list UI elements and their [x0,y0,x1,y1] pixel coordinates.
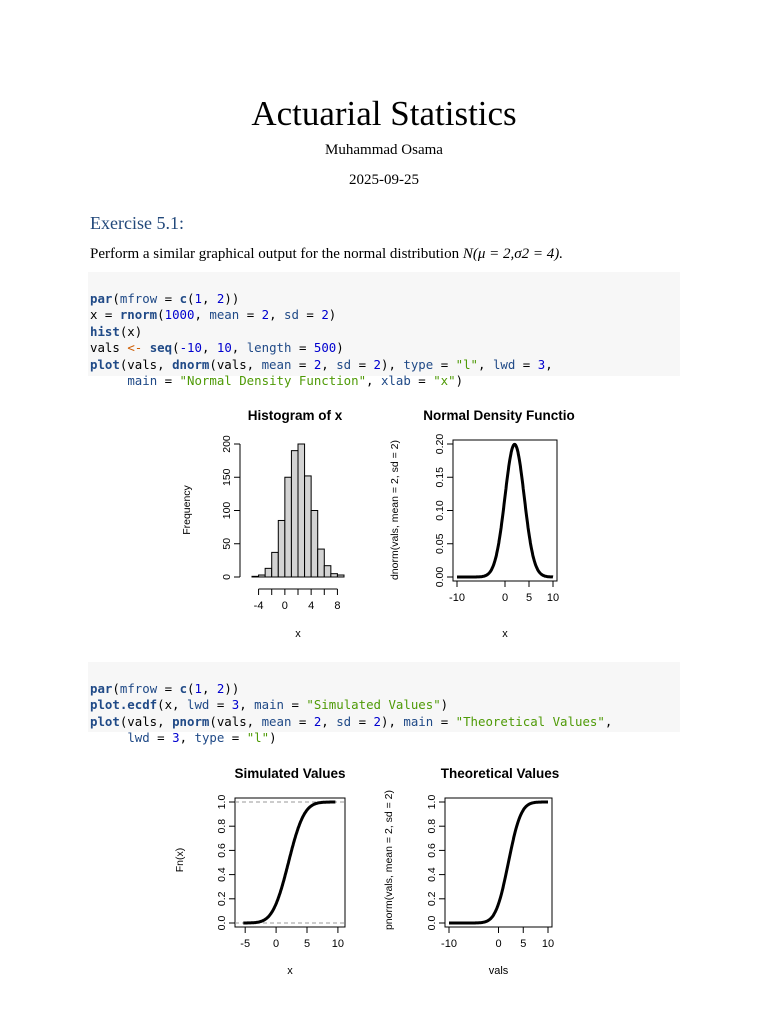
y-tick-label: 0.05 [434,533,446,554]
code-line: par(mfrow = c(1, 2)) [90,290,240,306]
y-tick-label: 50 [221,538,233,550]
x-tick-label: 0 [502,592,508,604]
x-tick-label: -10 [441,938,457,950]
x-tick-label: 4 [308,600,314,612]
x-tick-label: 8 [334,600,340,612]
y-axis-label: pnorm(vals, mean = 2, sd = 2) [383,790,395,930]
x-axis-label: x [295,628,301,640]
y-tick-label: 0.6 [216,843,228,858]
histogram-bar [284,476,292,578]
x-tick-label: -5 [240,938,250,950]
y-tick-label: 0.8 [216,819,228,834]
code-block-2: par(mfrow = c(1, 2)) plot.ecdf(x, lwd = 3… [88,662,680,745]
chart-title: Theoretical Values [441,766,560,781]
histogram-chart: Histogram of x x Frequency -4 0 4 8 0 50 100 150 20… [181,408,345,640]
histogram-bar [304,475,312,578]
series-line [448,800,549,925]
code-line: plot.ecdf(x, lwd = 3, main = "Simulated … [90,697,449,712]
x-tick-label: 10 [542,938,554,950]
y-tick-label: 0.4 [216,867,228,882]
histogram-bar [297,443,306,578]
x-tick-label: 0 [495,938,501,950]
y-tick-label: 0.15 [434,467,446,488]
x-tick-label: 5 [526,592,532,604]
document-date: 2025-09-25 [349,172,419,188]
x-tick-label: 0 [282,600,288,612]
chart-title: Histogram of x [248,408,343,423]
histogram-bar [290,450,299,578]
x-axis-label: x [502,628,508,640]
y-tick-label: 200 [221,435,233,453]
x-tick-label: 5 [304,938,310,950]
y-axis-label: dnorm(vals, mean = 2, sd = 2) [389,440,401,580]
histogram-bar [310,510,319,578]
x-tick-label: 10 [332,938,344,950]
y-tick-label: 1.0 [426,795,438,810]
histogram-bar [264,567,273,578]
x-tick-label: -10 [449,592,465,604]
y-tick-label: 0.8 [426,819,438,834]
x-axis-label: vals [489,965,509,977]
histogram-bar [317,548,325,578]
y-tick-label: 0.0 [426,916,438,931]
code-line: plot(vals, pnorm(vals, mean = 2, sd = 2)… [90,713,613,729]
exercise-heading: Exercise 5.1: [90,213,184,233]
y-tick-label: 100 [221,502,233,520]
histogram-bar [336,574,345,578]
code-line: x = rnorm(1000, mean = 2, sd = 2) [90,307,337,322]
y-tick-label: 0.0 [216,916,228,931]
y-axis-label: Frequency [181,484,193,534]
ecdf-chart: Simulated Values x Fn(x) -5 0 5 10 0.0 0.2 0.4 0.6… [174,766,346,977]
code-line: hist(x) [90,323,143,339]
author-name: Muhammad Osama [325,142,443,158]
histogram-bar [258,574,266,578]
y-tick-label: 1.0 [216,795,228,810]
series-line [456,442,554,579]
histogram-bar [271,551,279,578]
cdf-chart: Theoretical Values vals pnorm(vals, mean =… [383,766,559,977]
exercise-paragraph: Perform a similar graphical output for t… [90,244,563,264]
y-tick-label: 0.00 [434,567,446,588]
y-tick-label: 0.6 [426,843,438,858]
density-chart: Normal Density Functio x dnorm(vals, mean … [389,408,575,640]
code-line: plot(vals, dnorm(vals, mean = 2, sd = 2)… [90,356,553,372]
x-tick-label: 0 [273,938,279,950]
plot-frame [234,797,346,928]
y-tick-label: 0 [221,574,233,580]
y-tick-label: 0.20 [434,434,446,455]
code-line: par(mfrow = c(1, 2)) [90,680,240,696]
document-title: Actuarial Statistics [251,94,517,133]
histogram-bar [277,519,286,578]
paragraph-text: Perform a similar graphical output for t… [90,246,460,262]
series-line [242,800,337,925]
paragraph-math: N(μ = 2,σ2 = 4). [462,246,564,262]
y-tick-label: 0.10 [434,500,446,521]
figure-2: Simulated Values x Fn(x) -5 0 5 10 0.0 0.2 0.4 0.6… [174,766,559,977]
x-tick-label: -4 [254,600,264,612]
x-axis-label: x [287,965,293,977]
histogram-bar [323,565,332,578]
chart-title: Normal Density Functio [423,408,575,423]
plot-frame [452,439,558,582]
y-axis-label: Fn(x) [174,848,186,873]
y-tick-label: 150 [221,468,233,486]
histogram-bar [330,573,338,578]
x-tick-label: 10 [547,592,559,604]
code-block-1: par(mfrow = c(1, 2)) x = rnorm(1000, mean… [88,272,680,388]
y-tick-label: 0.2 [216,891,228,906]
histogram-bar [251,575,260,578]
y-tick-label: 0.4 [426,867,438,882]
code-line: main = "Normal Density Function", xlab =… [127,373,464,388]
y-tick-label: 0.2 [426,891,438,906]
code-line: lwd = 3, type = "l") [127,730,277,745]
x-tick-label: 5 [520,938,526,950]
code-line: vals <- seq(-10, 10, length = 500) [90,340,344,355]
chart-title: Simulated Values [234,766,345,781]
